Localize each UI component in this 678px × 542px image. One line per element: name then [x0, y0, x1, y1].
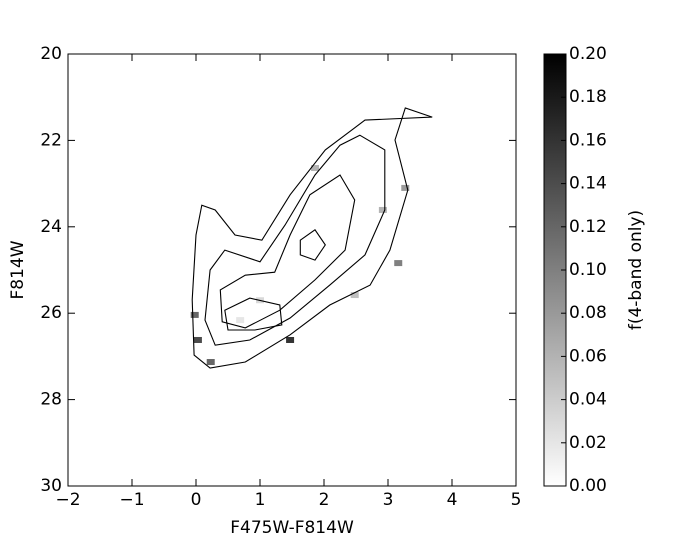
- density-cell: [350, 292, 359, 299]
- colorbar-tick-label: 0.20: [569, 44, 607, 64]
- x-axis-label: F475W-F814W: [230, 518, 354, 538]
- density-cell: [401, 184, 410, 191]
- density-cell: [394, 260, 403, 267]
- density-cell: [378, 206, 387, 213]
- x-tick-label: 5: [511, 490, 522, 510]
- density-cell: [236, 317, 245, 324]
- x-tick-label: 2: [319, 490, 330, 510]
- contour-line: [299, 229, 326, 261]
- colorbar-label: f(4-band only): [626, 210, 646, 330]
- y-axis-label: F814W: [8, 240, 28, 299]
- x-tick-label: 1: [255, 490, 266, 510]
- colorbar-tick-label: 0.10: [569, 260, 607, 280]
- contour-line: [219, 174, 356, 329]
- contour-line: [204, 134, 386, 346]
- colorbar-tick-label: 0.06: [569, 346, 607, 366]
- colorbar-tick-label: 0.14: [569, 174, 607, 194]
- y-tick-label: 30: [40, 476, 62, 496]
- density-cell: [206, 359, 215, 366]
- density-cell: [190, 311, 199, 318]
- x-tick-label: −1: [119, 490, 144, 510]
- colorbar-tick-label: 0.16: [569, 130, 607, 150]
- y-tick-label: 22: [40, 130, 62, 150]
- colorbar-tick-label: 0.04: [569, 390, 607, 410]
- y-tick-label: 26: [40, 303, 62, 323]
- density-cell: [311, 165, 320, 172]
- density-cell: [193, 336, 202, 343]
- x-tick-label: 0: [191, 490, 202, 510]
- y-tick-label: 24: [40, 217, 62, 237]
- colorbar-tick-label: 0.18: [569, 87, 607, 107]
- x-tick-label: 4: [447, 490, 458, 510]
- y-tick-label: 28: [40, 390, 62, 410]
- contour-line: [191, 107, 433, 369]
- colorbar-tick-label: 0.08: [569, 303, 607, 323]
- colorbar-tick-label: 0.02: [569, 433, 607, 453]
- density-cell: [286, 336, 295, 343]
- colorbar-tick-label: 0.12: [569, 217, 607, 237]
- x-tick-label: 3: [383, 490, 394, 510]
- colorbar-tick-label: 0.00: [569, 476, 607, 496]
- y-tick-label: 20: [40, 44, 62, 64]
- contour-line: [224, 297, 283, 331]
- x-tick-label: −2: [55, 490, 80, 510]
- plot-frame: [67, 53, 517, 487]
